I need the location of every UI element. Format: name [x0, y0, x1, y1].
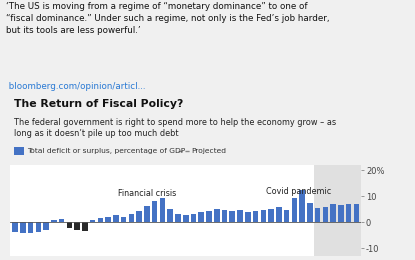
Bar — [299, 190, 305, 222]
Bar — [105, 217, 111, 222]
Bar — [229, 211, 235, 222]
Bar — [175, 214, 181, 222]
Bar — [314, 165, 362, 256]
Bar — [206, 211, 212, 222]
Bar — [167, 209, 173, 222]
Text: Total deficit or surplus, percentage of GDP: Total deficit or surplus, percentage of … — [27, 148, 186, 154]
Bar — [268, 209, 274, 222]
Bar — [137, 211, 142, 222]
Bar — [113, 215, 119, 222]
Bar — [291, 198, 297, 222]
Bar — [98, 218, 103, 222]
Bar — [222, 210, 227, 222]
Text: bloomberg.com/opinion/articl...: bloomberg.com/opinion/articl... — [6, 82, 146, 91]
Bar — [245, 212, 251, 222]
Bar — [354, 204, 359, 222]
Bar — [183, 214, 188, 222]
Bar — [190, 214, 196, 222]
Bar — [237, 210, 243, 222]
Bar — [315, 208, 320, 222]
Text: The Return of Fiscal Policy?: The Return of Fiscal Policy? — [15, 100, 184, 109]
Bar — [144, 206, 150, 222]
Bar — [198, 212, 204, 222]
Bar — [51, 220, 56, 222]
Bar — [214, 209, 220, 222]
Bar — [284, 210, 289, 222]
Bar — [330, 204, 336, 222]
Bar — [276, 207, 282, 222]
Bar — [90, 220, 95, 222]
Bar — [261, 210, 266, 222]
Bar — [82, 222, 88, 231]
Bar — [121, 217, 127, 222]
Bar — [28, 222, 33, 233]
Bar — [346, 204, 352, 222]
Bar — [253, 211, 258, 222]
Bar — [152, 201, 157, 222]
Bar — [307, 203, 312, 222]
Bar — [59, 219, 64, 222]
Bar — [36, 222, 41, 232]
Text: Covid pandemic: Covid pandemic — [266, 187, 331, 196]
Bar — [12, 222, 18, 232]
Bar — [15, 147, 24, 155]
Bar — [66, 222, 72, 228]
Bar — [129, 214, 134, 222]
Text: Projected: Projected — [192, 148, 227, 154]
Text: The federal government is right to spend more to help the economy grow – as
long: The federal government is right to spend… — [15, 118, 337, 138]
Text: ‘The US is moving from a regime of “monetary dominance” to one of
“fiscal domina: ‘The US is moving from a regime of “mone… — [6, 2, 330, 35]
Bar — [338, 205, 344, 222]
Bar — [322, 207, 328, 222]
Bar — [160, 198, 165, 222]
Bar — [20, 222, 26, 233]
Bar — [74, 222, 80, 230]
Text: Financial crisis: Financial crisis — [118, 189, 176, 198]
Bar — [43, 222, 49, 230]
